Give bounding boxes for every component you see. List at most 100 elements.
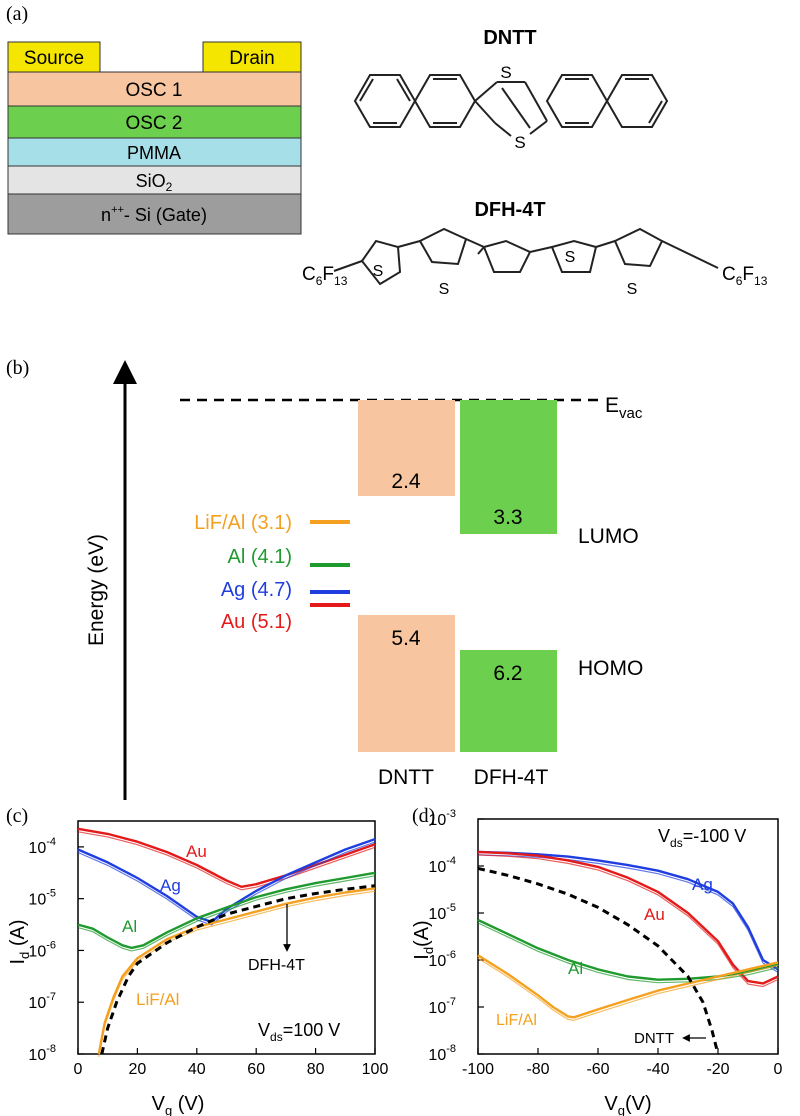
series-au-reverse bbox=[77, 831, 376, 891]
y-tick-label: 10-5 bbox=[28, 888, 56, 909]
y-tick-label: 10-8 bbox=[28, 1043, 56, 1064]
dfh4t-structure bbox=[333, 227, 719, 286]
energy-axis-label: Energy (eV) bbox=[85, 534, 108, 646]
vacuum-level-label: Evac bbox=[605, 394, 643, 422]
panel-label-d: (d) bbox=[412, 805, 435, 827]
x-tick-label: 60 bbox=[247, 1061, 265, 1078]
dfh4t-axis-label: DFH-4T bbox=[474, 766, 549, 789]
layer-gate-label: n++- Si (Gate) bbox=[101, 204, 207, 225]
chart-d-label-lifal: LiF/Al bbox=[496, 1012, 537, 1029]
metal-label-al: Al (4.1) bbox=[228, 546, 292, 568]
chart-d: -100 -80 -60 -40 -20 010-310-410-510-610-710-… bbox=[411, 808, 783, 1116]
metal-label-lifal: LiF/Al (3.1) bbox=[194, 512, 292, 534]
series-dntt bbox=[477, 866, 720, 1055]
dfh4t-endgroup-right: C6F13 bbox=[722, 264, 768, 288]
chart-c-bias: Vds=100 V bbox=[258, 1020, 340, 1044]
dntt-lumo-bar bbox=[358, 400, 455, 496]
chart-d-xlabel: Vg(V) bbox=[604, 1093, 651, 1116]
chart-d-label-ag: Ag bbox=[692, 875, 713, 894]
chart-d-label-al: Al bbox=[568, 959, 583, 978]
dfh4t-s2: S bbox=[439, 281, 450, 298]
lumo-label: LUMO bbox=[578, 525, 639, 548]
y-tick-label: 10-4 bbox=[28, 836, 56, 857]
y-tick-label: 10-4 bbox=[428, 855, 456, 876]
device-stack: Source Drain OSC 1 OSC 2 PMMA SiO2 n++- … bbox=[7, 41, 302, 235]
y-tick-label: 10-7 bbox=[428, 996, 456, 1017]
metal-workfunctions: LiF/Al (3.1) Al (4.1) Ag (4.7) Au (5.1) bbox=[194, 512, 350, 633]
x-tick-label: 0 bbox=[74, 1061, 83, 1078]
chart-d-bias: Vds=-100 V bbox=[658, 826, 746, 850]
series-ag bbox=[77, 837, 376, 924]
layer-osc1-label: OSC 1 bbox=[125, 80, 182, 101]
x-tick-label: 80 bbox=[307, 1061, 325, 1078]
metal-label-ag: Ag (4.7) bbox=[221, 579, 292, 601]
x-tick-label: -60 bbox=[586, 1061, 609, 1078]
x-tick-label: -20 bbox=[706, 1061, 729, 1078]
homo-label: HOMO bbox=[578, 657, 643, 680]
series-lif-al bbox=[97, 887, 376, 1055]
layer-osc2 bbox=[7, 105, 302, 139]
x-tick-label: -80 bbox=[526, 1061, 549, 1078]
x-tick-label: 0 bbox=[774, 1061, 783, 1078]
chart-c: 0 20 40 60 80 100 10-4 10-5 10-6 10-7 10-8 Au Ag A… bbox=[7, 820, 389, 1116]
series-al bbox=[477, 918, 779, 981]
x-tick-label: 20 bbox=[129, 1061, 147, 1078]
x-tick-label: 100 bbox=[362, 1061, 389, 1078]
layer-sio2 bbox=[7, 165, 302, 195]
layer-osc2-label: OSC 2 bbox=[125, 113, 182, 134]
series-ag-reverse bbox=[77, 841, 376, 926]
y-tick-label: 10-7 bbox=[28, 991, 56, 1012]
dfh4t-s3: S bbox=[565, 249, 576, 266]
metal-label-au: Au (5.1) bbox=[221, 611, 292, 633]
chart-c-label-al: Al bbox=[122, 917, 137, 936]
series-ag bbox=[477, 850, 779, 971]
x-tick-label: -40 bbox=[646, 1061, 669, 1078]
chart-c-ylabel: Id (A) bbox=[7, 919, 32, 964]
series-lif-al-reverse bbox=[98, 890, 376, 1058]
series-al-reverse bbox=[477, 922, 779, 984]
series-au-reverse bbox=[477, 854, 779, 988]
chart-d-frame bbox=[477, 818, 779, 1055]
dntt-title: DNTT bbox=[483, 27, 536, 49]
series-lif-al-reverse bbox=[477, 957, 779, 1021]
series-al bbox=[77, 871, 376, 950]
y-tick-label: 10-3 bbox=[428, 808, 456, 829]
dntt-homo-bar bbox=[358, 615, 455, 752]
dfh4t-title: DFH-4T bbox=[474, 199, 545, 221]
panel-label-b: (b) bbox=[6, 357, 29, 379]
y-tick-label: 10-8 bbox=[428, 1043, 456, 1064]
series-al-reverse bbox=[77, 875, 376, 952]
layer-gate bbox=[7, 193, 302, 235]
series-au bbox=[477, 850, 779, 985]
dntt-s-bottom: S bbox=[514, 133, 525, 152]
layer-osc1 bbox=[7, 71, 302, 107]
chart-c-xlabel: Vg (V) bbox=[152, 1093, 205, 1116]
dfh4t-homo-value: 6.2 bbox=[493, 662, 522, 685]
drain-label: Drain bbox=[229, 48, 274, 69]
chart-c-frame bbox=[77, 820, 376, 1055]
panel-label-a: (a) bbox=[6, 3, 28, 25]
dntt-structure bbox=[353, 74, 669, 137]
dntt-homo-value: 5.4 bbox=[391, 627, 421, 650]
source-label: Source bbox=[24, 48, 84, 69]
dntt-s-top: S bbox=[500, 63, 511, 82]
series-lif-al bbox=[477, 954, 779, 1019]
y-tick-label: 10-5 bbox=[428, 902, 456, 923]
series-dfh-4t bbox=[100, 884, 376, 1055]
source-electrode bbox=[7, 41, 101, 73]
chart-c-label-lifal: LiF/Al bbox=[136, 990, 179, 1009]
chart-c-label-dfh4t: DFH-4T bbox=[248, 957, 305, 974]
chart-c-label-ag: Ag bbox=[160, 876, 181, 895]
layer-pmma-label: PMMA bbox=[127, 143, 181, 163]
dfh4t-endgroup-left: C6F13 bbox=[302, 264, 348, 288]
dfh4t-homo-bar bbox=[460, 650, 557, 752]
dfh4t-s1: S bbox=[373, 263, 384, 280]
x-tick-label: 40 bbox=[188, 1061, 206, 1078]
chart-c-label-au: Au bbox=[186, 842, 207, 861]
dfh4t-s4: S bbox=[627, 281, 638, 298]
x-tick-label: -100 bbox=[462, 1061, 494, 1078]
series-au bbox=[77, 827, 376, 888]
chart-d-label-au: Au bbox=[644, 905, 665, 924]
dfh4t-lumo-bar bbox=[460, 400, 557, 534]
